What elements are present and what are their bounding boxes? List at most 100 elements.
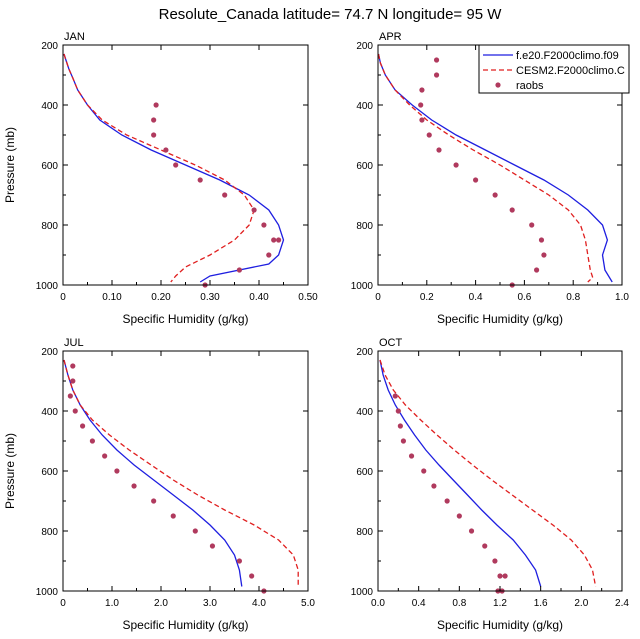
oct-y-tick-label: 600 [356,467,373,478]
oct-x-tick-label: 1.6 [534,598,548,609]
apr-raobs-point [426,132,432,138]
jan-raobs-point [151,117,157,123]
jan-raobs-point [163,147,169,153]
jan-raobs-point [271,237,277,243]
jan-raobs-point [153,102,159,108]
jan-raobs-point [261,222,267,228]
jul-series-cesm2-line [63,359,299,587]
jan-x-tick-label: 0.20 [151,292,171,303]
jul-raobs-point [67,393,73,399]
oct-x-tick-label: 0.8 [452,598,466,609]
jul-raobs-point [89,438,95,444]
apr-y-tick-label: 400 [356,101,373,112]
apr-panel-title: APR [379,31,402,43]
jan-raobs-point [197,177,203,183]
jan-raobs-point [173,162,179,168]
jul-x-tick-label: 4.0 [252,598,266,609]
jul-raobs-point [102,453,108,459]
oct-x-tick-label: 2.4 [615,598,629,609]
apr-x-tick-label: 1.0 [615,292,629,303]
oct-y-tick-label: 400 [356,407,373,418]
panel-oct: 0.0 0.4 0.8 1.2 1.6 2.0 2.4 1000 800 600 400 200 OCT… [351,337,630,632]
legend: f.e20.F2000climo.f09 CESM2.F2000climo.C ra… [478,44,630,94]
oct-raobs-point [492,558,498,564]
apr-y-tick-label: 1000 [351,281,374,292]
oct-x-tick-label: 1.2 [493,598,507,609]
oct-x-tick-label: 0.4 [412,598,426,609]
oct-raobs-point [408,453,415,459]
apr-y-tick-label: 600 [356,161,373,172]
jul-y-tick-label: 600 [41,467,58,478]
jul-raobs-point [192,528,198,534]
plots-group: 0 0.10 0.20 0.30 0.40 0.501000800600400200JAN… [3,31,630,632]
jul-raobs-point [209,543,216,549]
jan-raobs-point [266,252,272,258]
jul-series-f-e20-line [63,359,243,587]
oct-raobs-point [468,528,475,534]
oct-raobs-point [400,438,407,444]
jan-y-tick-label: 400 [41,101,58,112]
panel-jul: 0 1.0 2.0 3.0 4.0 5.0 1000 800 600 400 200 JUL Speci… [3,337,315,632]
jul-y-tick-label: 1000 [36,587,59,598]
oct-y-tick-label: 1000 [351,587,374,598]
legend-label: CESM2.F2000climo.C [516,65,625,77]
apr-raobs-point [509,207,515,213]
oct-y-tick-label: 200 [356,347,373,358]
jul-plot-frame [62,350,309,592]
jan-raobs-point [222,192,228,198]
apr-x-tick-label: 0.6 [517,292,531,303]
jul-x-tick-label: 3.0 [203,598,217,609]
oct-raobs-point [395,408,401,414]
jan-series-f-e20-line [63,53,285,283]
apr-raobs-point [436,147,442,153]
apr-raobs-point [419,87,425,93]
apr-raobs-point [453,162,459,168]
jul-y-tick-label: 400 [41,407,58,418]
apr-raobs-point [418,102,424,108]
apr-raobs-point [419,117,425,123]
jan-x-tick-label: 0.30 [200,292,220,303]
oct-plot-frame [377,350,623,592]
figure-title: Resolute_Canada latitude= 74.7 N longitu… [159,6,503,23]
oct-raobs-point [421,468,427,474]
panel-apr: 0 0.2 0.4 0.6 0.8 1.0 1000 800 600 400 200 APR Speci… [351,31,630,326]
oct-series-f-e20-line [379,359,542,587]
jul-raobs-point [249,573,255,579]
jan-y-tick-label: 1000 [36,281,59,292]
jan-y-axis-label: Pressure (mb) [3,127,17,203]
jan-raobs-point [251,207,257,213]
jul-raobs-point [72,408,78,414]
jan-x-tick-label: 0.40 [249,292,269,303]
oct-raobs-point [444,498,450,504]
jan-y-tick-label: 200 [41,41,58,52]
apr-raobs-point [541,252,547,258]
oct-raobs-point [502,573,508,579]
oct-raobs-point [392,393,398,399]
jul-x-tick-label: 2.0 [154,598,168,609]
jan-x-tick-label: 0 [60,292,66,303]
jul-raobs-point [236,558,242,564]
oct-series-cesm2-line [379,359,597,587]
oct-panel-title: OCT [379,337,403,349]
oct-raobs-point [431,483,437,489]
jul-panel-title: JUL [64,337,84,349]
legend-label: f.e20.F2000climo.f09 [516,50,619,62]
oct-y-tick-label: 800 [356,527,373,538]
apr-raobs-point [433,72,440,78]
oct-x-tick-label: 2.0 [574,598,588,609]
apr-raobs-point [473,177,479,183]
apr-raobs-point [534,267,540,273]
oct-raobs-point [497,573,503,579]
jul-x-tick-label: 1.0 [105,598,119,609]
jan-x-tick-label: 0.50 [298,292,318,303]
jan-raobs-point [236,267,242,273]
apr-x-tick-label: 0.2 [420,292,434,303]
apr-y-tick-label: 800 [356,221,373,232]
jan-raobs-point [276,237,282,243]
legend-box [478,44,630,94]
apr-raobs-point [492,192,498,198]
jan-x-axis-label: Specific Humidity (g/kg) [122,312,248,326]
apr-x-tick-label: 0.4 [469,292,483,303]
apr-raobs-point [529,222,535,228]
